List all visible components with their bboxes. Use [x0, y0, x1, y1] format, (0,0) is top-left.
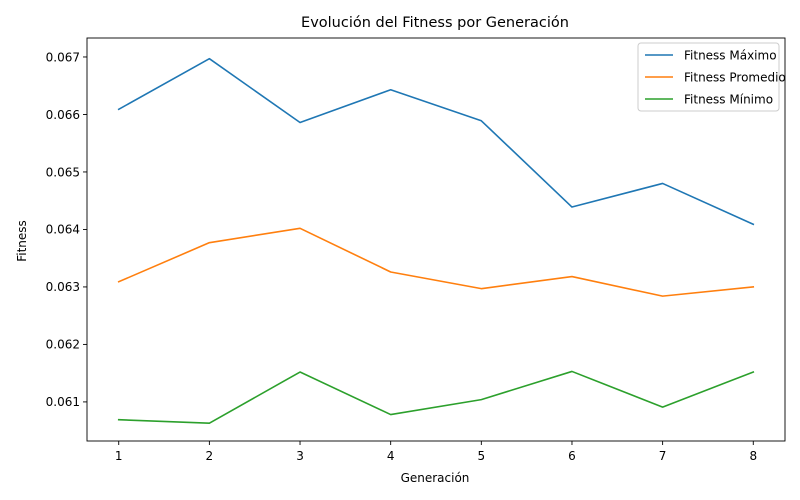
legend: Fitness Máximo Fitness Promedio Fitness Mí…: [637, 42, 786, 112]
chart-title: Evolución del Fitness por Generación: [301, 15, 569, 31]
y-tick-label: 0.066: [46, 108, 80, 122]
x-tick-label: 7: [659, 449, 667, 463]
x-tick-label: 2: [206, 449, 214, 463]
x-tick-label: 3: [296, 449, 304, 463]
legend-label-fitness-maximo: Fitness Máximo: [684, 48, 777, 62]
legend-label-fitness-promedio: Fitness Promedio: [684, 70, 786, 84]
y-tick-label: 0.063: [46, 280, 80, 294]
x-axis-ticks: 1 2 3 4 5 6 7 8: [115, 441, 757, 463]
y-tick-label: 0.065: [46, 165, 80, 179]
series-lines: [117, 57, 755, 424]
plot-frame: [86, 37, 786, 442]
x-tick-label: 1: [115, 449, 123, 463]
series-line-fitness-maximo: [117, 57, 755, 226]
legend-box: [637, 42, 780, 112]
plot-area: [86, 37, 786, 442]
y-axis-label: Fitness: [15, 220, 29, 262]
y-axis-ticks: 0.061 0.062 0.063 0.064 0.065 0.066 0.067: [46, 50, 87, 409]
series-line-fitness-minimo: [117, 370, 755, 424]
x-tick-label: 4: [387, 449, 395, 463]
legend-label-fitness-minimo: Fitness Mínimo: [684, 92, 773, 106]
x-tick-label: 5: [478, 449, 486, 463]
y-tick-label: 0.067: [46, 50, 80, 64]
x-tick-label: 6: [568, 449, 576, 463]
y-tick-label: 0.064: [46, 223, 80, 237]
y-tick-label: 0.061: [46, 395, 80, 409]
x-tick-label: 8: [749, 449, 757, 463]
series-line-fitness-promedio: [117, 227, 755, 297]
y-tick-label: 0.062: [46, 338, 80, 352]
x-axis-label: Generación: [401, 471, 470, 485]
